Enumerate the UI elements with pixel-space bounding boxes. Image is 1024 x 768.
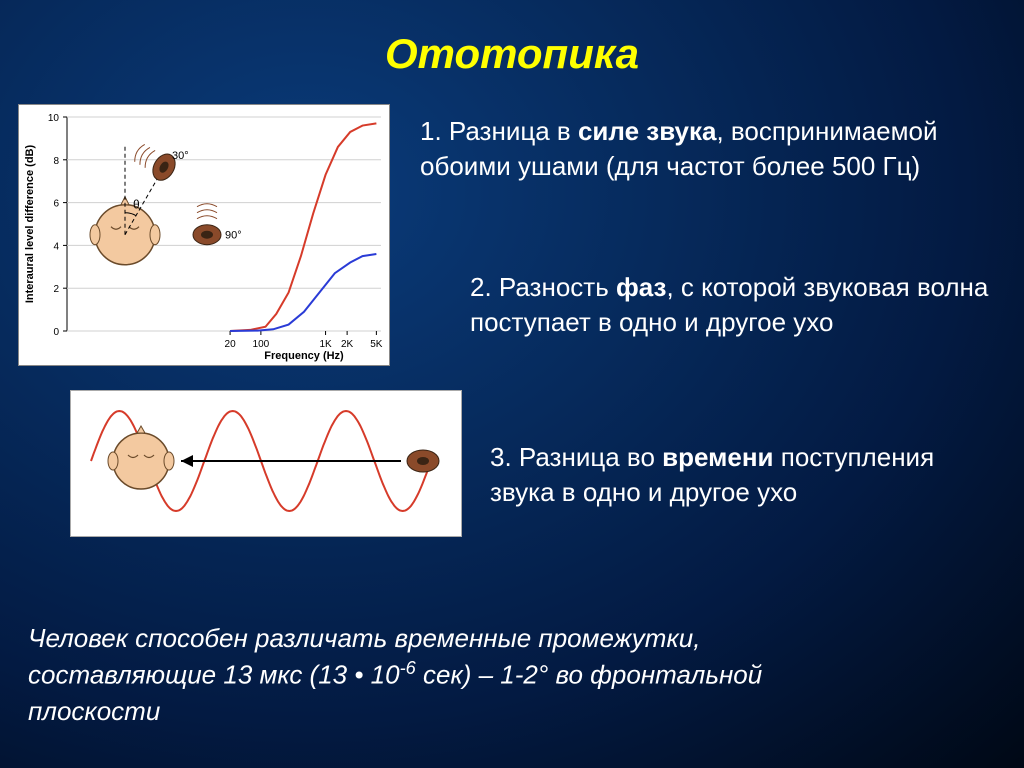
svg-text:0: 0 bbox=[53, 327, 59, 338]
page-title: Ототопика bbox=[0, 30, 1024, 78]
p3-pre: 3. Разница во bbox=[490, 442, 662, 472]
wave-panel bbox=[70, 390, 462, 537]
chart-svg: 0 2 4 6 8 10 20 100 1K 2K 5K Frequency (Hz) Interaur… bbox=[19, 105, 389, 365]
svg-text:10: 10 bbox=[48, 113, 60, 124]
point-3: 3. Разница во времени поступления звука … bbox=[490, 440, 990, 510]
ild-chart: 0 2 4 6 8 10 20 100 1K 2K 5K Frequency (Hz) Interaur… bbox=[18, 104, 390, 366]
p2-bold: фаз bbox=[616, 272, 666, 302]
svg-text:5K: 5K bbox=[370, 339, 383, 350]
svg-text:30°: 30° bbox=[172, 150, 189, 162]
svg-text:2: 2 bbox=[53, 284, 59, 295]
svg-text:1K: 1K bbox=[319, 339, 332, 350]
p2-pre: 2. Разность bbox=[470, 272, 616, 302]
svg-text:Frequency (Hz): Frequency (Hz) bbox=[264, 350, 344, 362]
footer-l2-sup: -6 bbox=[400, 658, 416, 678]
svg-text:90°: 90° bbox=[225, 230, 242, 242]
svg-text:θ: θ bbox=[133, 198, 140, 212]
footer-l3: плоскости bbox=[28, 696, 160, 726]
svg-text:20: 20 bbox=[225, 339, 237, 350]
p3-bold: времени bbox=[662, 442, 773, 472]
svg-text:2K: 2K bbox=[341, 339, 354, 350]
footer-l2-post: сек) – 1-2° во фронтальной bbox=[416, 660, 762, 690]
title-text: Ототопика bbox=[385, 30, 639, 77]
slide: Ототопика 0 2 4 6 8 10 20 100 1K 2K 5K Frequency (H… bbox=[0, 0, 1024, 768]
p1-pre: 1. Разница в bbox=[420, 116, 578, 146]
svg-text:8: 8 bbox=[53, 156, 59, 167]
footer-text: Человек способен различать временные про… bbox=[28, 620, 988, 730]
point-2: 2. Разность фаз, с которой звуковая волн… bbox=[470, 270, 990, 340]
svg-text:Interaural level difference (d: Interaural level difference (dB) bbox=[24, 145, 36, 304]
p1-bold: силе звука bbox=[578, 116, 717, 146]
footer-l1: Человек способен различать временные про… bbox=[28, 623, 700, 653]
svg-text:6: 6 bbox=[53, 199, 59, 210]
footer-l2-pre: составляющие 13 мкс (13 • 10 bbox=[28, 660, 400, 690]
wave-svg bbox=[71, 391, 461, 531]
svg-text:100: 100 bbox=[253, 339, 270, 350]
point-1: 1. Разница в силе звука, воспринимаемой … bbox=[420, 114, 980, 184]
svg-text:4: 4 bbox=[53, 241, 59, 252]
